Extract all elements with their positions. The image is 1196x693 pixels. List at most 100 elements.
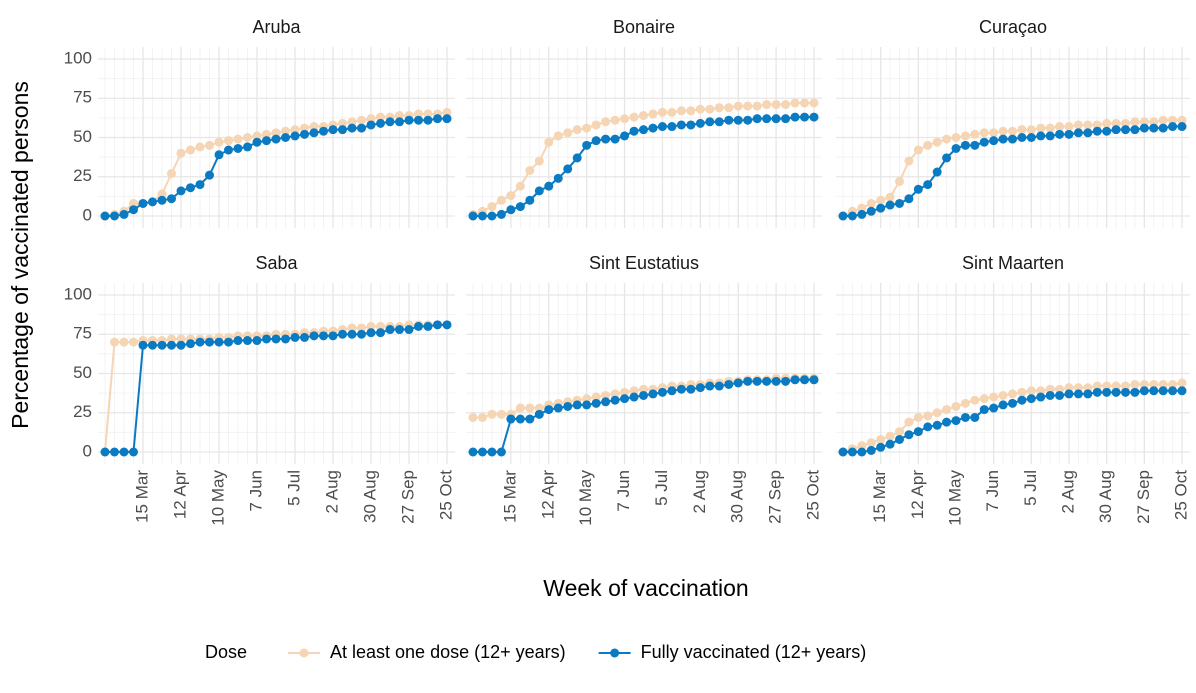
data-point	[1130, 117, 1140, 127]
data-point	[705, 104, 715, 114]
data-point	[544, 137, 554, 147]
data-point	[414, 321, 423, 331]
data-point	[1083, 120, 1093, 130]
data-point	[582, 394, 592, 404]
data-point	[186, 183, 195, 193]
data-point	[414, 109, 423, 119]
data-point	[1036, 123, 1046, 133]
data-point	[639, 390, 648, 400]
data-point	[572, 400, 582, 410]
data-point	[923, 140, 933, 150]
data-point	[705, 117, 715, 127]
data-point	[357, 323, 366, 333]
x-tick-label: 15 Mar	[500, 470, 519, 523]
data-point	[300, 123, 309, 133]
data-point	[1121, 125, 1130, 135]
x-tick-label: 25 Oct	[1171, 470, 1190, 520]
data-point	[1111, 381, 1121, 391]
data-point	[620, 394, 630, 404]
data-point	[809, 375, 819, 385]
x-tick-label: 10 May	[576, 470, 595, 526]
data-point	[1177, 122, 1187, 132]
data-point	[506, 414, 516, 424]
x-tick-label: 5 Jul	[652, 470, 671, 506]
data-point	[591, 392, 601, 402]
data-point	[979, 394, 989, 404]
data-point	[195, 142, 205, 152]
data-point	[1026, 394, 1036, 404]
data-point	[487, 211, 497, 221]
data-point	[515, 202, 525, 212]
data-point	[214, 137, 224, 147]
data-point	[1017, 133, 1027, 142]
data-point	[800, 112, 810, 122]
data-point	[385, 325, 395, 335]
x-tick-label: 30 Aug	[1096, 470, 1115, 523]
data-point	[951, 133, 961, 142]
data-point	[1017, 125, 1027, 135]
data-point	[1055, 384, 1065, 394]
data-point	[214, 150, 224, 160]
x-tick-label: 2 Aug	[1058, 470, 1077, 514]
data-point	[534, 186, 544, 196]
data-point	[290, 131, 300, 141]
data-point	[932, 137, 942, 147]
data-point	[423, 115, 433, 125]
data-point	[998, 134, 1008, 144]
y-tick-label: 25	[73, 402, 92, 421]
data-point	[167, 334, 176, 344]
data-point	[496, 195, 506, 205]
data-point	[1111, 125, 1121, 135]
data-point	[433, 320, 442, 330]
data-point	[110, 447, 119, 457]
y-axis-title: Percentage of vaccinated persons	[7, 81, 33, 429]
data-point	[423, 109, 433, 119]
data-point	[781, 100, 791, 110]
data-point	[525, 403, 535, 413]
data-point	[1149, 123, 1159, 133]
data-point	[1121, 387, 1130, 397]
x-tick-label: 25 Oct	[436, 470, 455, 520]
data-point	[157, 340, 167, 350]
data-point	[442, 107, 452, 117]
data-point	[176, 148, 186, 158]
data-point	[1149, 379, 1159, 389]
data-point	[942, 417, 952, 427]
data-point	[1008, 134, 1017, 144]
data-point	[1121, 381, 1130, 391]
data-point	[487, 202, 497, 212]
data-point	[657, 122, 667, 132]
data-point	[743, 376, 753, 386]
data-point	[487, 447, 497, 457]
data-point	[1064, 389, 1074, 399]
data-point	[148, 340, 157, 350]
data-point	[1008, 398, 1017, 408]
data-point	[167, 194, 176, 204]
x-tick-label: 2 Aug	[690, 470, 709, 514]
data-point	[395, 117, 404, 127]
data-point	[167, 340, 176, 350]
data-point	[620, 387, 630, 397]
data-point	[932, 408, 942, 418]
x-tick-label: 27 Sep	[398, 470, 417, 524]
x-tick-label: 12 Apr	[170, 470, 189, 519]
data-point	[357, 123, 366, 133]
data-point	[648, 109, 658, 119]
data-point	[895, 434, 904, 444]
data-point	[1130, 379, 1140, 389]
data-point	[724, 379, 734, 389]
y-tick-label: 25	[73, 166, 92, 185]
data-point	[129, 447, 138, 457]
data-point	[1111, 387, 1121, 397]
data-point	[895, 176, 904, 186]
data-point	[1055, 390, 1065, 400]
data-point	[1026, 386, 1036, 396]
data-point	[705, 381, 715, 391]
data-point	[477, 447, 487, 457]
data-point	[281, 334, 290, 344]
data-point	[347, 323, 357, 333]
data-point	[262, 334, 271, 344]
data-point	[404, 325, 414, 335]
data-point	[262, 136, 271, 146]
data-point	[989, 136, 999, 146]
